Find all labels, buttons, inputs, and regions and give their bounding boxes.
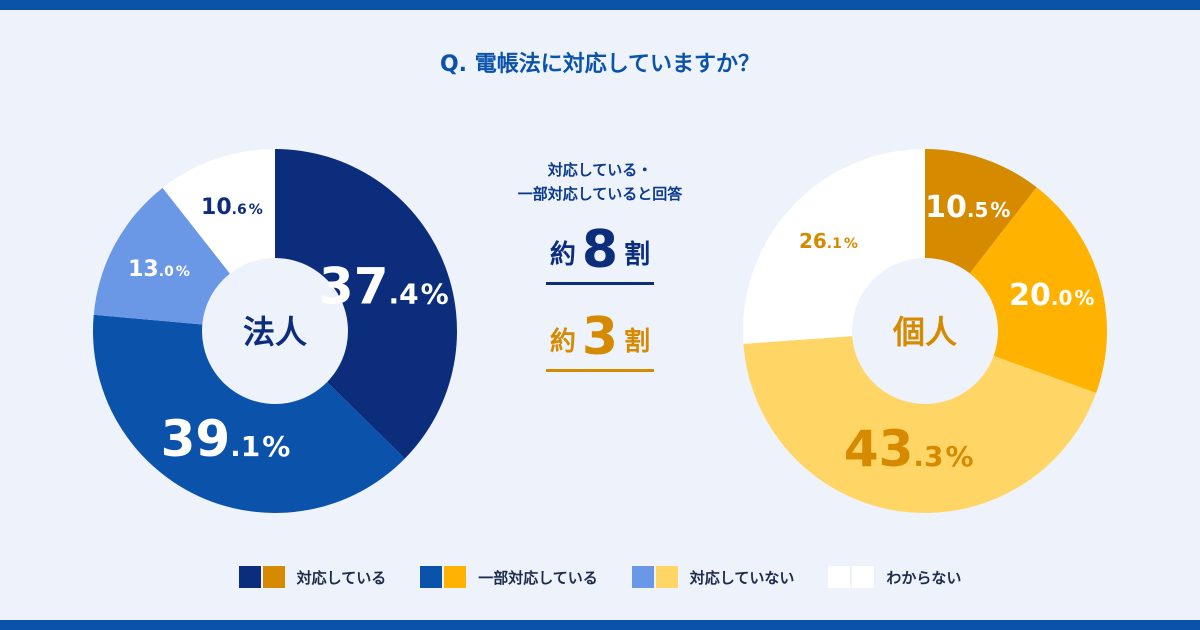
individual-ratio-number: 3: [581, 307, 619, 367]
center-label: 法人: [243, 313, 307, 351]
legend-swatch-individual: [655, 566, 678, 588]
legend-swatch-corporate: [420, 566, 443, 588]
legend-item-not-supported: 対応していない: [631, 566, 795, 588]
corporate-ratio-number: 8: [581, 220, 619, 280]
summary-line-2: 一部対応していると回答: [517, 185, 683, 203]
question-title: Q. 電帳法に対応していますか？: [439, 52, 761, 77]
corporate-donut-chart: 37.4% 39.1% 13.0 % 10.6 % 法人: [93, 149, 458, 514]
data-label-partially-supported: 39.1%: [161, 410, 291, 468]
legend-item-partially-supported: 一部対応している: [420, 566, 598, 588]
slice-unknown: [162, 149, 275, 274]
corporate-ratio-suffix: 割: [624, 240, 651, 270]
legend-swatch-individual: [852, 566, 875, 588]
data-label-supported: 37.4%: [319, 257, 449, 315]
legend-swatch-corporate: [631, 566, 654, 588]
summary-text: 対応している・ 一部対応していると回答: [480, 158, 720, 206]
data-label-not-supported: 13.0%: [128, 257, 190, 282]
legend-swatch-corporate: [238, 566, 261, 588]
legend-swatch-individual: [262, 566, 285, 588]
corporate-ratio-prefix: 約: [549, 240, 576, 270]
legend-item-unknown: わからない: [828, 566, 961, 588]
bottom-accent-bar: [0, 620, 1200, 630]
slice-partially-supported: [969, 187, 1107, 393]
legend-label: わからない: [886, 568, 962, 587]
slice-supported: [275, 149, 458, 459]
summary-line-1: 対応している・: [547, 161, 653, 179]
slice-not-supported: [93, 187, 230, 325]
slice-not-supported: [743, 336, 1097, 513]
legend-label: 対応している: [296, 568, 387, 587]
slice-partially-supported: [93, 314, 405, 514]
individual-donut-chart: 10.5 % 20.0 % 43.3% 26.1 % 個人: [743, 149, 1107, 513]
legend-item-supported: 対応している: [238, 566, 387, 588]
data-label-unknown: 10.6%: [201, 195, 263, 220]
data-label-not-supported: 43.3%: [844, 420, 974, 478]
individual-ratio-prefix: 約: [549, 327, 576, 357]
legend-swatch-individual: [444, 566, 467, 588]
data-label-supported: 10.5%: [925, 190, 1010, 225]
data-label-unknown: 26.1%: [799, 229, 858, 253]
legend-swatch-corporate: [828, 566, 851, 588]
legend: 対応している 一部対応している 対応していない わからない: [0, 566, 1200, 588]
legend-label: 対応していない: [689, 568, 795, 587]
top-accent-bar: [0, 0, 1200, 10]
individual-ratio-suffix: 割: [624, 327, 651, 357]
center-label: 個人: [892, 313, 957, 351]
data-label-partially-supported: 20.0%: [1009, 278, 1094, 313]
slice-unknown: [743, 149, 925, 344]
legend-label: 一部対応している: [478, 568, 598, 587]
slice-supported: [925, 149, 1037, 274]
